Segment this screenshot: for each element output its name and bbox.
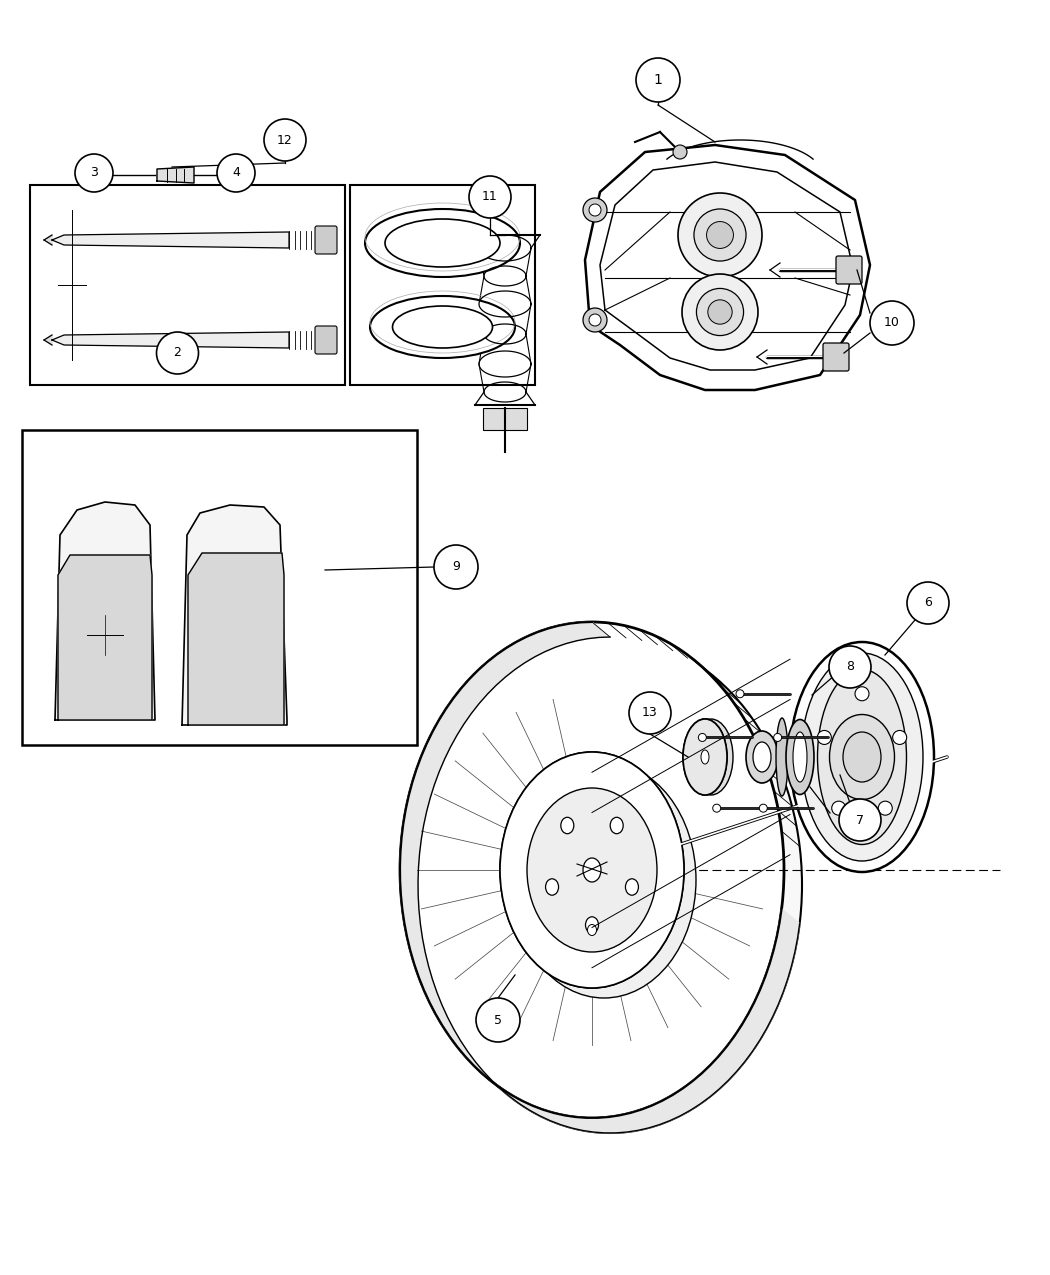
Ellipse shape: [370, 296, 514, 358]
Ellipse shape: [512, 762, 696, 998]
Polygon shape: [182, 505, 287, 725]
Circle shape: [870, 301, 914, 346]
Ellipse shape: [418, 638, 802, 1133]
Circle shape: [907, 581, 949, 623]
Text: 7: 7: [856, 813, 864, 826]
Text: 9: 9: [453, 561, 460, 574]
FancyBboxPatch shape: [823, 343, 849, 371]
Ellipse shape: [385, 219, 500, 266]
Circle shape: [589, 314, 601, 326]
Ellipse shape: [586, 917, 598, 933]
Polygon shape: [55, 502, 155, 720]
Circle shape: [264, 119, 306, 161]
Circle shape: [583, 309, 607, 332]
FancyBboxPatch shape: [315, 226, 337, 254]
Circle shape: [698, 733, 707, 742]
Polygon shape: [52, 332, 289, 348]
Ellipse shape: [790, 643, 934, 872]
Polygon shape: [188, 553, 284, 725]
Text: 12: 12: [277, 134, 293, 147]
Bar: [22, 430, 417, 745]
Ellipse shape: [626, 878, 638, 895]
Circle shape: [832, 801, 845, 815]
Text: 13: 13: [643, 706, 658, 719]
Circle shape: [736, 690, 744, 697]
Bar: [30, 185, 345, 385]
Circle shape: [759, 805, 768, 812]
Text: 5: 5: [494, 1014, 502, 1026]
Circle shape: [713, 805, 720, 812]
Polygon shape: [400, 622, 800, 1133]
Circle shape: [830, 646, 871, 688]
Circle shape: [217, 154, 255, 193]
Ellipse shape: [776, 718, 788, 796]
Polygon shape: [585, 145, 870, 390]
Circle shape: [469, 176, 511, 218]
Ellipse shape: [400, 622, 784, 1118]
Ellipse shape: [843, 732, 881, 782]
Text: 3: 3: [90, 167, 98, 180]
Polygon shape: [44, 235, 52, 245]
Circle shape: [156, 332, 198, 374]
Polygon shape: [58, 555, 152, 720]
Ellipse shape: [546, 878, 559, 895]
Ellipse shape: [561, 817, 573, 834]
Ellipse shape: [682, 719, 727, 796]
Ellipse shape: [682, 719, 727, 796]
Ellipse shape: [753, 742, 771, 771]
Ellipse shape: [830, 714, 895, 799]
Text: 2: 2: [173, 347, 182, 360]
Circle shape: [892, 731, 906, 745]
Ellipse shape: [527, 788, 657, 952]
FancyBboxPatch shape: [836, 256, 862, 284]
Text: 1: 1: [653, 73, 663, 87]
Circle shape: [583, 198, 607, 222]
Polygon shape: [52, 232, 289, 249]
Text: 10: 10: [884, 316, 900, 329]
Circle shape: [678, 193, 762, 277]
Circle shape: [696, 288, 743, 335]
Circle shape: [855, 687, 869, 701]
Circle shape: [839, 799, 881, 842]
Circle shape: [476, 998, 520, 1042]
Circle shape: [694, 209, 747, 261]
Bar: [350, 185, 536, 385]
Text: 11: 11: [482, 190, 498, 204]
Circle shape: [708, 300, 732, 324]
Ellipse shape: [610, 817, 624, 834]
Circle shape: [817, 731, 832, 745]
Polygon shape: [44, 335, 52, 346]
Ellipse shape: [746, 731, 778, 783]
Ellipse shape: [689, 719, 733, 796]
Circle shape: [682, 274, 758, 351]
Ellipse shape: [500, 752, 684, 988]
Circle shape: [636, 57, 680, 102]
Circle shape: [673, 145, 687, 159]
Ellipse shape: [393, 306, 492, 348]
Circle shape: [774, 733, 781, 742]
Ellipse shape: [801, 653, 923, 861]
Ellipse shape: [818, 669, 906, 844]
Circle shape: [75, 154, 113, 193]
Ellipse shape: [701, 750, 709, 764]
Text: 4: 4: [232, 167, 240, 180]
Text: 6: 6: [924, 597, 932, 609]
Ellipse shape: [588, 924, 596, 936]
Ellipse shape: [500, 752, 684, 988]
Circle shape: [878, 801, 892, 815]
Ellipse shape: [793, 732, 807, 782]
Circle shape: [629, 692, 671, 734]
Polygon shape: [158, 167, 194, 184]
Ellipse shape: [786, 719, 814, 794]
Circle shape: [434, 544, 478, 589]
Bar: [483, 408, 527, 430]
Circle shape: [218, 171, 226, 179]
Ellipse shape: [365, 209, 520, 277]
Circle shape: [589, 204, 601, 215]
Circle shape: [707, 222, 734, 249]
Text: 8: 8: [846, 660, 854, 673]
FancyBboxPatch shape: [315, 326, 337, 354]
Ellipse shape: [583, 858, 601, 882]
